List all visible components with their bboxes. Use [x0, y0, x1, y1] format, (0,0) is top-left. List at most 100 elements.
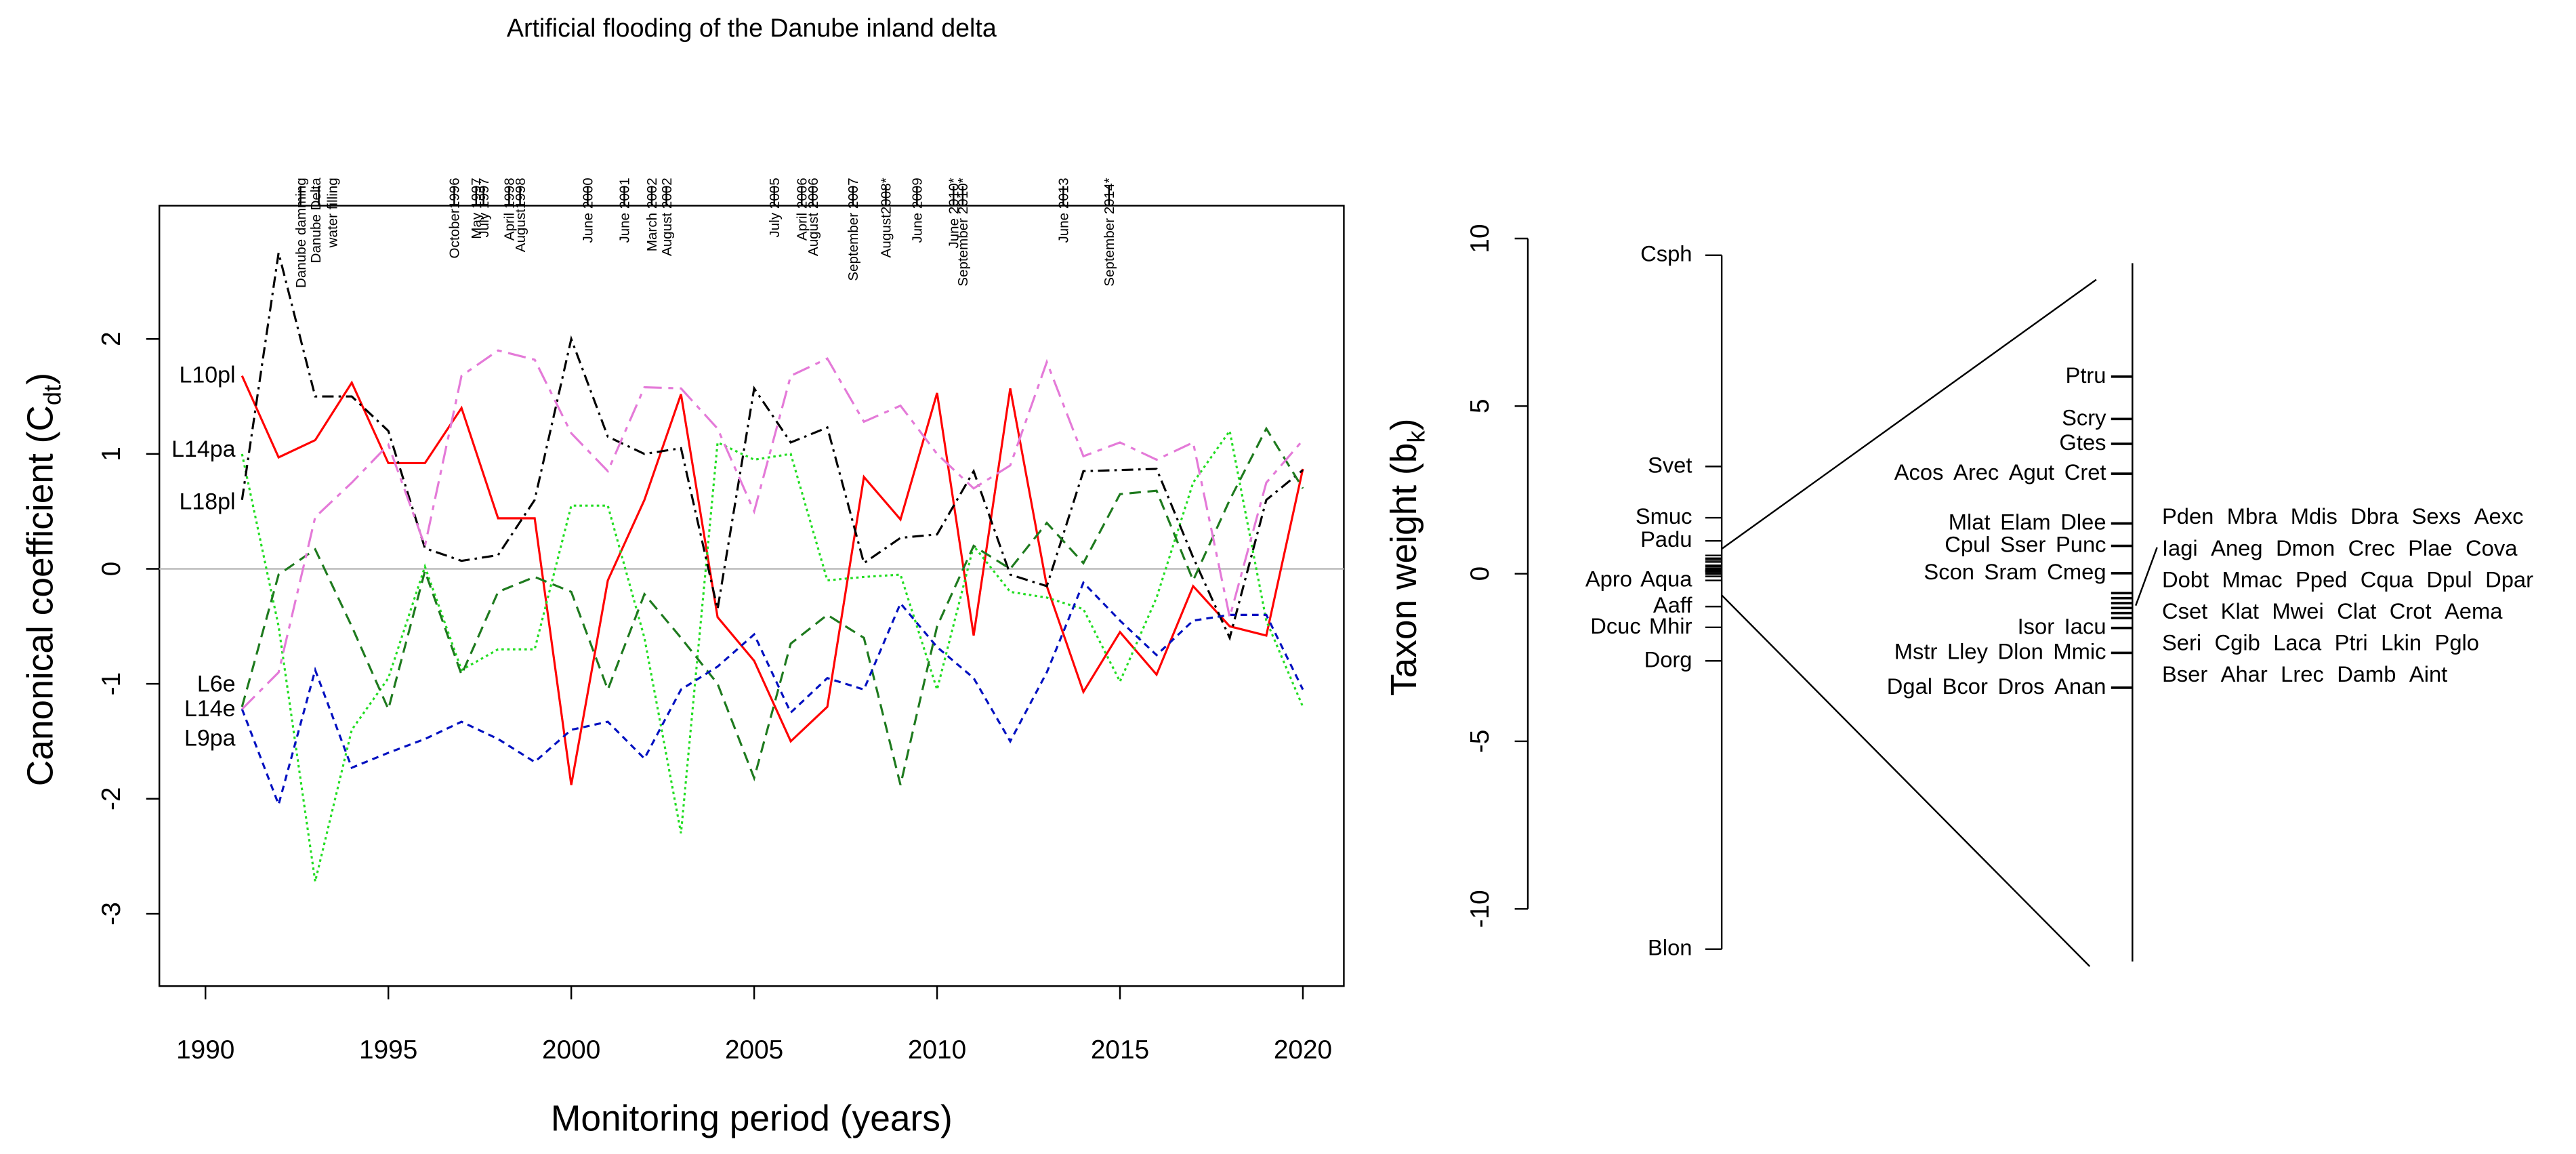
y-tick-label: -3	[97, 902, 126, 925]
y-tick-label: 10	[1466, 224, 1495, 253]
y-axis-label-part: Taxon weight (b	[1384, 443, 1424, 697]
event-label: Danube Delta	[308, 178, 324, 264]
taxon-label: Mmic	[2053, 638, 2106, 663]
y-axis-label-part: )	[1384, 419, 1424, 431]
taxon-label-row: Isor Iacu	[2018, 613, 2106, 638]
zoom-pointer	[2135, 547, 2158, 606]
chart-title: Artificial flooding of the Danube inland…	[507, 14, 997, 42]
event-label: October1996	[447, 178, 463, 258]
taxon-label: Sser	[2000, 531, 2045, 556]
taxon-label: Crec	[2348, 535, 2395, 560]
x-tick-label: 2010	[908, 1035, 966, 1065]
taxon-label: Laca	[2273, 630, 2322, 655]
event-label: April 1998	[502, 178, 518, 241]
taxon-label-row: Svet	[1648, 452, 1692, 477]
taxon-label: Seri	[2162, 630, 2201, 655]
y-tick-label: -10	[1466, 890, 1495, 928]
x-tick-label: 2015	[1091, 1035, 1149, 1065]
taxon-label-row: Dorg	[1644, 646, 1692, 672]
taxon-label-row: Mlat Elam Dlee	[1949, 509, 2106, 534]
x-tick-label: 1990	[176, 1035, 234, 1065]
taxon-label: Klat	[2221, 598, 2259, 623]
event-label: August1998	[513, 178, 528, 252]
taxon-label-row: Bser Ahar Lrec Damb Aint	[2162, 661, 2447, 686]
series-label: L6e	[197, 672, 236, 697]
taxon-label: Isor	[2018, 613, 2055, 638]
series-label: L9pa	[184, 726, 236, 751]
taxon-label: Mbra	[2227, 503, 2278, 529]
taxon-label: Bcor	[1943, 674, 1988, 699]
taxon-label: Plae	[2408, 535, 2453, 560]
taxon-label: Mstr	[1894, 638, 1938, 663]
taxon-label: Aneg	[2211, 535, 2262, 560]
series-label: L10pl	[179, 363, 235, 388]
taxon-label: Scry	[2062, 405, 2106, 430]
taxon-label: Blon	[1648, 934, 1692, 960]
taxon-label: Scon	[1924, 559, 1974, 584]
x-tick-label: 2020	[1274, 1035, 1332, 1065]
taxon-label: Cmeg	[2047, 559, 2106, 584]
taxon-label: Agut	[2009, 459, 2054, 485]
taxon-label-row: Mstr Lley Dlon Mmic	[1894, 638, 2106, 663]
y-axis-label-part: k	[1402, 430, 1430, 443]
taxon-label-row: Seri Cgib Laca Ptri Lkin Pglo	[2162, 630, 2479, 655]
taxon-label-row: Acos Arec Agut Cret	[1894, 459, 2106, 485]
event-label: June 2001	[617, 178, 633, 243]
taxon-label: Cgib	[2215, 630, 2260, 655]
taxon-label: Pden	[2162, 503, 2214, 529]
event-label: Danube damming	[293, 178, 309, 288]
x-tick-label: 1995	[359, 1035, 417, 1065]
taxon-label: Cova	[2466, 535, 2518, 560]
event-label: August 2006	[806, 178, 821, 256]
taxon-label: Lkin	[2381, 630, 2422, 655]
taxon-label-row: Ptru	[2066, 362, 2106, 387]
taxon-label: Dros	[1997, 674, 2044, 699]
taxon-label: Lrec	[2281, 661, 2324, 686]
taxon-label: Gtes	[2059, 430, 2106, 455]
y-tick-label: 1	[97, 447, 126, 461]
series-line	[241, 252, 1304, 641]
taxon-label: Dobt	[2162, 566, 2209, 592]
taxon-label: Punc	[2056, 531, 2106, 556]
y-tick-label: -2	[97, 787, 126, 810]
y-tick-label: 0	[1466, 566, 1495, 581]
taxon-label-row: Scry	[2062, 405, 2106, 430]
taxon-label: Apro	[1585, 566, 1632, 591]
event-label: March 2002	[644, 178, 660, 251]
taxon-label: Iacu	[2064, 613, 2106, 638]
event-label: June 2013	[1056, 178, 1072, 243]
series-line	[241, 581, 1304, 808]
taxon-label: Dmon	[2276, 535, 2335, 560]
taxon-label-row: Smuc	[1636, 503, 1692, 529]
series-label: L14e	[184, 696, 236, 722]
taxon-label: Padu	[1640, 527, 1692, 552]
taxon-label: Pped	[2295, 566, 2347, 592]
taxon-label: Dgal	[1887, 674, 1932, 699]
event-label: July 2005	[767, 178, 783, 237]
taxon-label-row: Blon	[1648, 934, 1692, 960]
x-tick-label: 2005	[725, 1035, 783, 1065]
series-label: L18pl	[179, 489, 235, 514]
taxon-label: Dlon	[1998, 638, 2043, 663]
series-line	[241, 375, 1304, 785]
event-label: June 2010*	[947, 178, 962, 248]
taxon-label-row: Dobt Mmac Pped Cqua Dpul Dpar	[2162, 566, 2533, 592]
zoom-connector	[1721, 594, 2091, 968]
taxon-label: Ptri	[2335, 630, 2368, 655]
y-tick-label: 5	[1466, 399, 1495, 414]
taxon-label-row: Dcuc Mhir	[1590, 613, 1692, 638]
taxon-label: Aint	[2409, 661, 2447, 686]
taxon-label: Dorg	[1644, 646, 1692, 672]
x-axis-label: Monitoring period (years)	[551, 1099, 953, 1139]
event-label: August2008*	[879, 178, 894, 257]
taxon-label: Dbra	[2350, 503, 2399, 529]
taxon-label: Csph	[1640, 241, 1692, 266]
event-label: April 2006	[795, 178, 810, 241]
taxon-label: Cset	[2162, 598, 2207, 623]
event-label: August 2002	[659, 178, 675, 256]
y-tick-label: -1	[97, 672, 126, 695]
event-label: July 1997	[476, 178, 492, 237]
taxon-label: Aqua	[1640, 566, 1692, 591]
taxon-label: Ptru	[2066, 362, 2106, 387]
y-tick-label: 0	[97, 562, 126, 577]
